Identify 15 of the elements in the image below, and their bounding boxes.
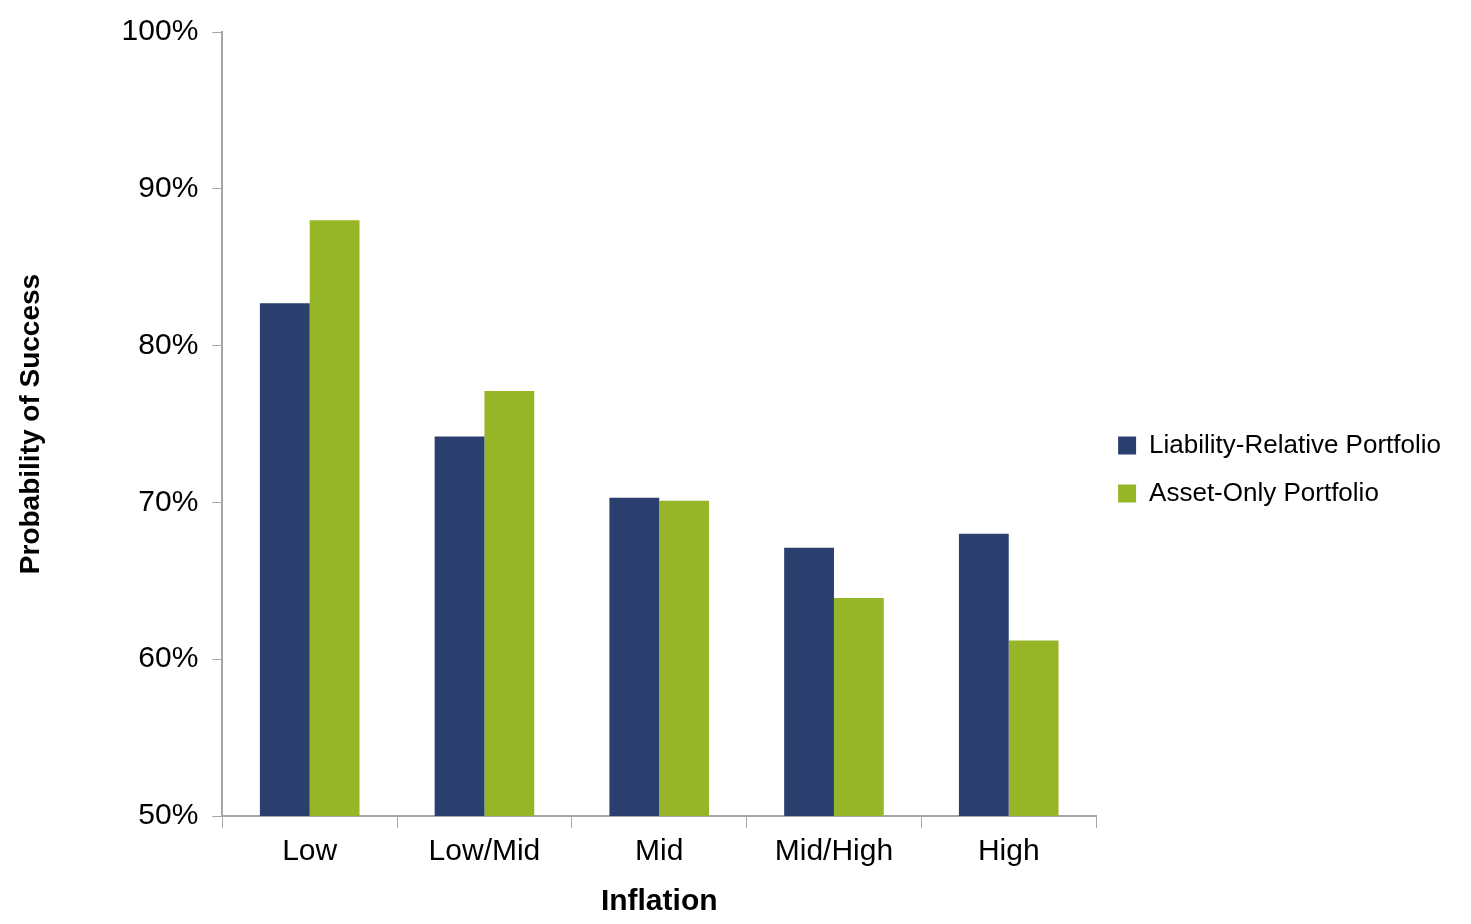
x-tick-label: Low: [282, 833, 338, 867]
y-tick-label: 60%: [138, 640, 199, 674]
y-tick-label: 50%: [138, 797, 199, 831]
x-tick-label: Low/Mid: [428, 833, 541, 867]
y-tick-label: 100%: [121, 13, 199, 47]
y-tick-label: 80%: [138, 326, 199, 360]
x-tick-label: Mid/High: [774, 833, 894, 867]
legend-label: Asset-Only Portfolio: [1149, 476, 1379, 507]
y-tick-label: 70%: [138, 483, 199, 517]
x-tick-label: Mid: [635, 833, 684, 867]
legend-label: Liability-Relative Portfolio: [1149, 428, 1441, 459]
y-axis-title: Probability of Success: [13, 273, 45, 575]
x-axis-title: Inflation: [600, 883, 718, 917]
y-tick-label: 90%: [138, 170, 199, 204]
x-tick-label: High: [977, 833, 1040, 867]
